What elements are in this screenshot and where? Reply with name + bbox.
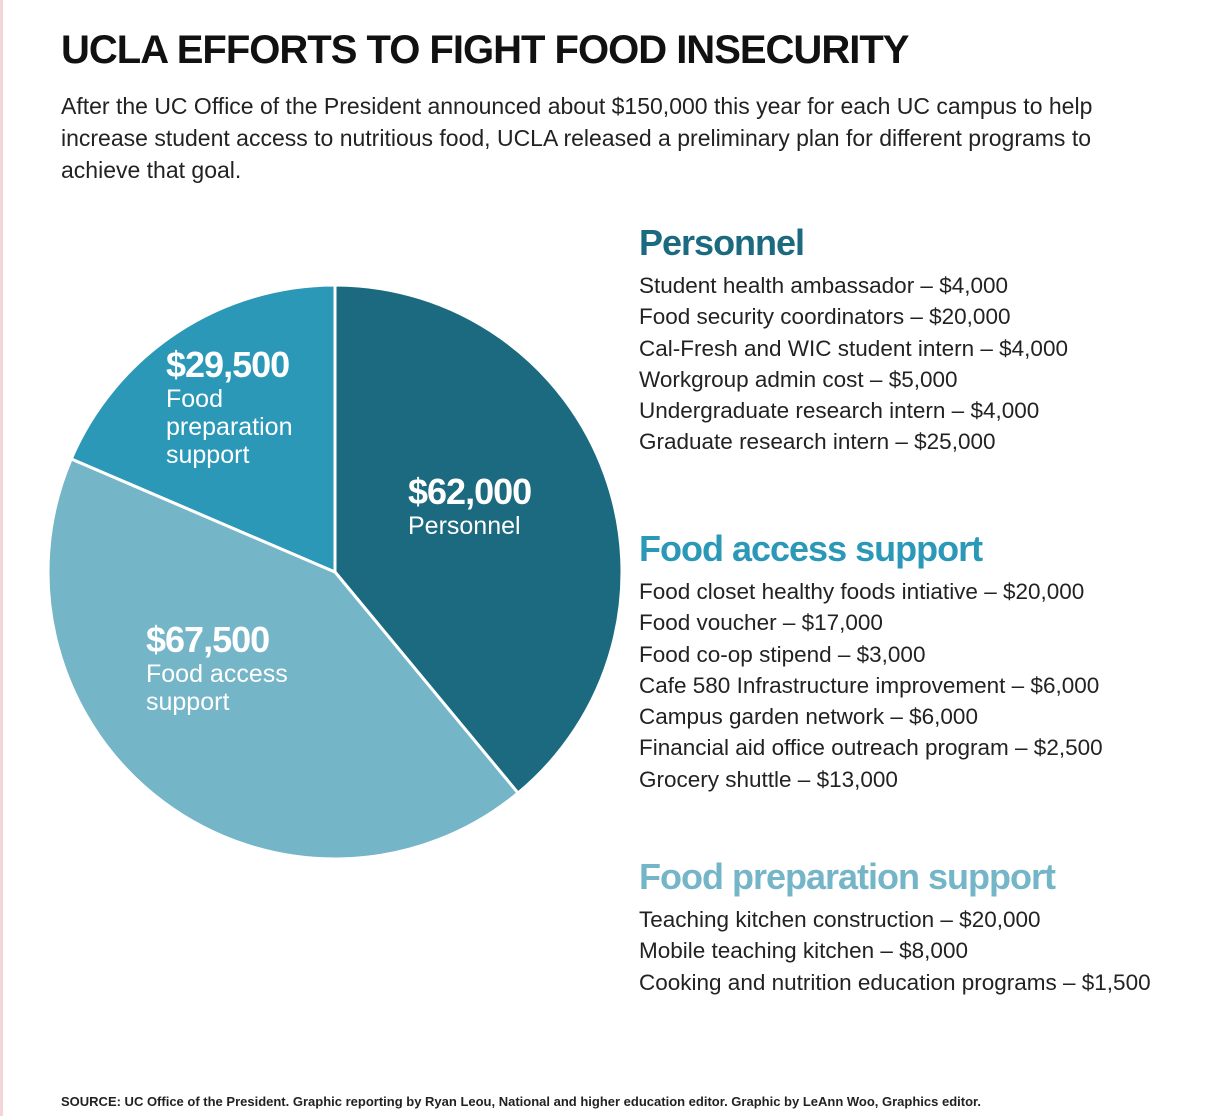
- breakdown-item: Food closet healthy foods intiative – $2…: [639, 579, 1085, 604]
- breakdown-item: Food security coordinators – $20,000: [639, 304, 1011, 330]
- breakdown-item: Teaching kitchen construction – $20,000: [639, 907, 1041, 932]
- slice-category-label: Personnel: [408, 512, 521, 540]
- breakdown-item: Food co-op stipend – $3,000: [639, 641, 926, 667]
- breakdown-item: Graduate research intern – $25,000: [639, 429, 996, 455]
- slice-category-label: Food preparation support: [166, 385, 293, 469]
- pie-slice: [333, 283, 624, 796]
- breakdown-section: Food access support Food closet healthy f…: [639, 528, 1103, 795]
- pie-slice: [69, 283, 337, 575]
- breakdown-item: Cal-Fresh and WIC student intern – $4,00…: [639, 335, 1068, 361]
- breakdown-section: Food preparation support Teaching kitchen…: [639, 856, 1151, 998]
- breakdown-item: Mobile teaching kitchen – $8,000: [639, 938, 968, 964]
- slice-category-label: Food access support: [146, 660, 288, 716]
- breakdown-item: Financial aid office outreach program – …: [639, 735, 1103, 761]
- section-heading: Food preparation support: [639, 856, 1056, 897]
- breakdown-section: Personnel Student health ambassador – $4,…: [639, 222, 1068, 458]
- slice-label: $29,500 Food preparation support: [166, 344, 316, 470]
- breakdown-item: Food voucher – $17,000: [639, 610, 883, 636]
- slice-value-label: $29,500: [166, 344, 290, 385]
- breakdown-item: Cooking and nutrition education programs…: [639, 969, 1151, 995]
- pie-slice: [46, 456, 521, 861]
- breakdown-item: Grocery shuttle – $13,000: [639, 766, 898, 792]
- slice-label: $62,000 Personnel: [408, 471, 532, 541]
- slice-label: $67,500 Food access support: [146, 619, 306, 717]
- breakdown-item: Cafe 580 Infrastructure improvement – $6…: [639, 672, 1100, 698]
- title: UCLA EFFORTS TO FIGHT FOOD INSECURITY: [61, 28, 909, 72]
- source: SOURCE: UC Office of the President. Grap…: [61, 1094, 981, 1109]
- slice-value-label: $62,000: [408, 471, 532, 512]
- breakdown-item: Undergraduate research intern – $4,000: [639, 398, 1040, 424]
- breakdown-item: Workgroup admin cost – $5,000: [639, 366, 958, 392]
- section-heading: Food access support: [639, 528, 983, 569]
- breakdown-item: Campus garden network – $6,000: [639, 704, 978, 730]
- section-heading: Personnel: [639, 222, 805, 263]
- subtitle: After the UC Office of the President ann…: [61, 93, 1093, 183]
- slice-value-label: $67,500: [146, 619, 270, 660]
- pie-chart: [46, 283, 624, 861]
- breakdown-item: Student health ambassador – $4,000: [639, 273, 1009, 298]
